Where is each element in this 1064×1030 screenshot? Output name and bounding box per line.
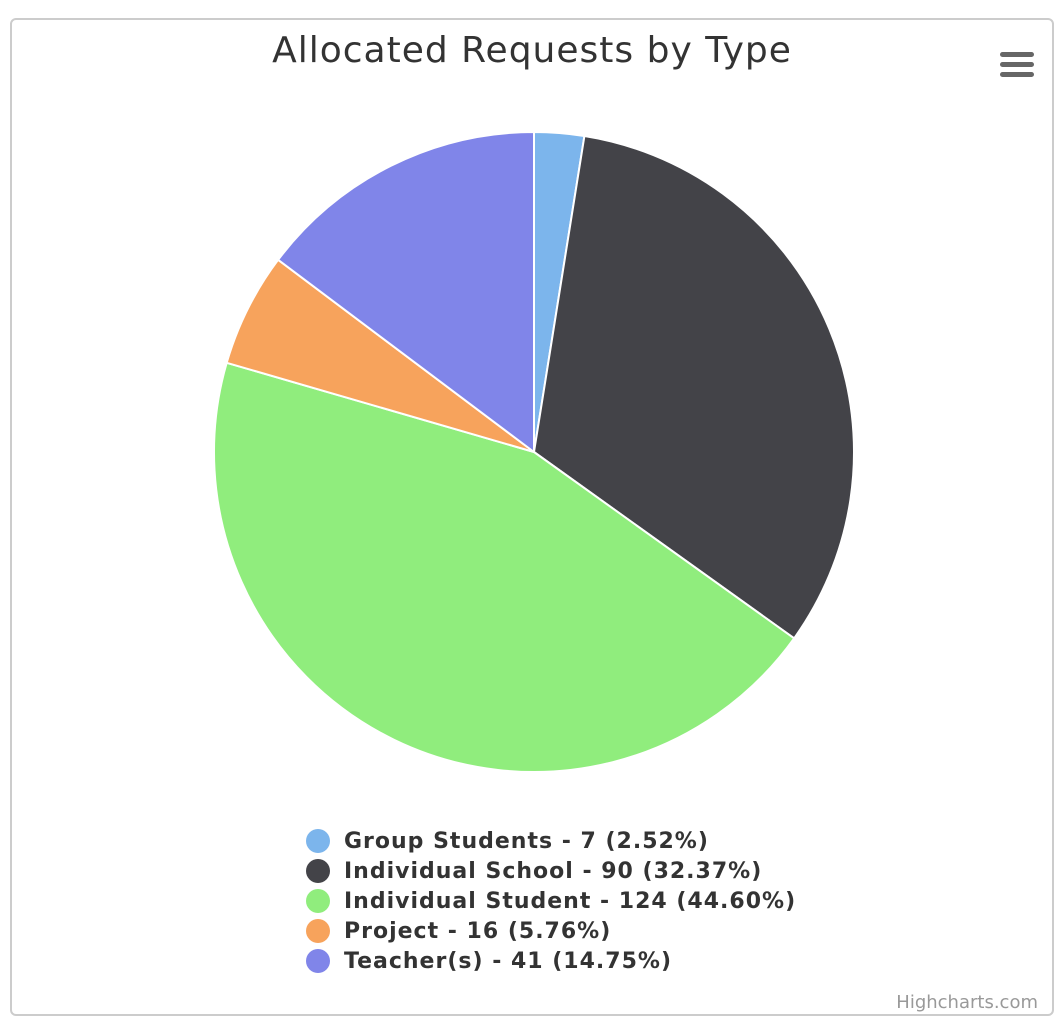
legend-label: Group Students - 7 (2.52%) xyxy=(344,828,709,854)
legend-label: Teacher(s) - 41 (14.75%) xyxy=(344,948,672,974)
legend-label: Project - 16 (5.76%) xyxy=(344,918,612,944)
legend-item[interactable]: Teacher(s) - 41 (14.75%) xyxy=(306,946,796,976)
legend-item[interactable]: Group Students - 7 (2.52%) xyxy=(306,826,796,856)
hamburger-menu-icon-bar xyxy=(1000,72,1034,77)
hamburger-menu-icon-bar xyxy=(1000,62,1034,67)
pie-slice-teacher-s[interactable] xyxy=(277,131,535,453)
credits-link[interactable]: Highcharts.com xyxy=(896,992,1038,1013)
pie-slice-individual-student[interactable] xyxy=(213,361,796,773)
legend-item[interactable]: Project - 16 (5.76%) xyxy=(306,916,796,946)
hamburger-menu-icon-bar xyxy=(1000,52,1034,57)
legend-symbol xyxy=(306,889,330,913)
legend-item[interactable]: Individual School - 90 (32.37%) xyxy=(306,856,796,886)
legend-symbol xyxy=(306,859,330,883)
legend-symbol xyxy=(306,919,330,943)
legend-label: Individual School - 90 (32.37%) xyxy=(344,858,763,884)
legend-symbol xyxy=(306,829,330,853)
pie-slice-individual-school[interactable] xyxy=(533,134,855,640)
legend-symbol xyxy=(306,949,330,973)
legend-item[interactable]: Individual Student - 124 (44.60%) xyxy=(306,886,796,916)
chart-title: Allocated Requests by Type xyxy=(272,30,792,71)
legend-label: Individual Student - 124 (44.60%) xyxy=(344,888,797,914)
chart-legend: Group Students - 7 (2.52%) Individual Sch… xyxy=(306,826,796,976)
context-menu-button[interactable] xyxy=(998,48,1038,80)
